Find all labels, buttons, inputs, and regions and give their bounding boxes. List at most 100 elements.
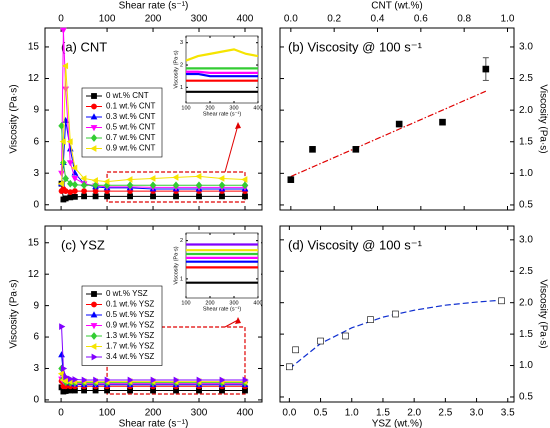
marker bbox=[242, 193, 248, 200]
marker bbox=[173, 376, 180, 384]
x-tick-label: 3.0 bbox=[470, 408, 484, 419]
y-axis-title: Viscosity (Pa·s) bbox=[173, 50, 179, 88]
marker bbox=[292, 346, 299, 354]
y-tick-label: 15 bbox=[28, 42, 40, 53]
marker bbox=[342, 332, 349, 340]
y-tick-label: 9 bbox=[33, 105, 39, 116]
x-tick-label: 1.5 bbox=[376, 408, 390, 419]
x-tick-label: 100 bbox=[181, 300, 190, 306]
y-tick-label: 3.0 bbox=[519, 42, 533, 53]
x-tick-label: 300 bbox=[191, 14, 208, 25]
marker bbox=[66, 160, 74, 167]
x-tick-label: 100 bbox=[181, 105, 190, 111]
marker bbox=[80, 181, 88, 190]
y-tick-label: 2 bbox=[180, 238, 183, 244]
x-tick-label: 200 bbox=[145, 408, 162, 419]
marker bbox=[59, 138, 66, 145]
marker bbox=[309, 146, 316, 153]
x-tick-label: 300 bbox=[191, 408, 208, 419]
y-axis-title: Viscosity (Pa·s) bbox=[9, 84, 20, 153]
legend-label: 0.9 wt.% CNT bbox=[106, 144, 155, 153]
marker bbox=[127, 193, 133, 200]
zoom-arrow bbox=[224, 319, 239, 328]
y-tick-label: 0 bbox=[33, 199, 39, 210]
y-tick-label: 1 bbox=[180, 85, 183, 91]
legend-label: 0.3 wt.% CNT bbox=[106, 112, 155, 121]
marker bbox=[81, 193, 87, 200]
marker bbox=[195, 181, 203, 190]
y-tick-label: 2 bbox=[180, 62, 183, 68]
marker bbox=[91, 301, 97, 308]
marker bbox=[149, 175, 156, 182]
inset-plot bbox=[186, 243, 258, 284]
x-tick-label: 1.0 bbox=[501, 14, 515, 25]
fit-line bbox=[288, 299, 502, 370]
x-tick-label: 2.0 bbox=[407, 408, 421, 419]
y-tick-label: 6 bbox=[33, 136, 39, 147]
panel-title: (d) Viscosity @ 100 s⁻¹ bbox=[288, 237, 423, 252]
marker bbox=[61, 365, 68, 372]
series-line bbox=[61, 65, 246, 184]
marker bbox=[81, 188, 87, 194]
x-tick-label: 400 bbox=[237, 408, 254, 419]
legend-label: 0.5 wt.% YSZ bbox=[106, 310, 154, 319]
y-tick-label: 12 bbox=[28, 269, 40, 280]
marker bbox=[90, 311, 98, 318]
marker bbox=[92, 193, 99, 200]
marker bbox=[71, 188, 78, 194]
marker bbox=[57, 180, 64, 188]
marker bbox=[90, 343, 97, 350]
legend-label: 0.1 wt.% YSZ bbox=[106, 300, 154, 309]
marker bbox=[91, 291, 97, 297]
x-tick-label: 0.4 bbox=[371, 14, 385, 25]
marker bbox=[219, 376, 226, 384]
marker bbox=[67, 179, 74, 188]
x-tick-label: 0.6 bbox=[414, 14, 428, 25]
x-tick-label: 300 bbox=[229, 105, 238, 111]
series-line bbox=[61, 120, 245, 190]
marker bbox=[90, 145, 97, 152]
x-tick-label: 0.8 bbox=[457, 14, 471, 25]
y-tick-label: 0 bbox=[33, 395, 39, 406]
marker bbox=[172, 174, 179, 181]
marker bbox=[150, 193, 156, 200]
marker bbox=[92, 181, 99, 190]
x-tick-label: 400 bbox=[253, 105, 262, 111]
marker bbox=[392, 310, 399, 318]
x-tick-label: 0 bbox=[58, 408, 64, 419]
panel-title: (c) YSZ bbox=[61, 237, 105, 252]
marker bbox=[91, 177, 98, 184]
x-axis-title: CNT (wt.%) bbox=[371, 1, 422, 12]
x-tick-label: 400 bbox=[237, 14, 254, 25]
series-line bbox=[61, 30, 245, 188]
marker bbox=[395, 120, 403, 128]
legend-label: 0.9 wt.% YSZ bbox=[106, 321, 154, 330]
marker bbox=[195, 172, 202, 180]
x-tick-label: 0 bbox=[58, 14, 64, 25]
marker bbox=[59, 323, 66, 330]
x-axis-title: Shear rate (s⁻¹) bbox=[119, 1, 189, 12]
x-axis-title: Shear rate (s⁻¹) bbox=[119, 419, 189, 428]
marker bbox=[71, 193, 78, 200]
y-axis-title: Viscosity (Pa·s) bbox=[9, 279, 20, 348]
y-tick-label: 3.0 bbox=[519, 234, 533, 245]
marker bbox=[104, 376, 111, 384]
x-tick-label: 400 bbox=[253, 300, 262, 306]
marker bbox=[60, 27, 67, 34]
x-axis-title: Shear rate (s⁻¹) bbox=[203, 306, 242, 312]
marker bbox=[149, 181, 157, 190]
marker bbox=[104, 193, 110, 200]
y-tick-label: 9 bbox=[33, 300, 39, 311]
x-tick-label: 100 bbox=[99, 408, 116, 419]
marker bbox=[218, 181, 226, 190]
marker bbox=[439, 118, 446, 126]
marker bbox=[93, 376, 100, 384]
inset-line bbox=[186, 70, 258, 74]
marker bbox=[172, 181, 180, 190]
inset-line bbox=[186, 48, 258, 62]
marker bbox=[90, 323, 98, 330]
marker bbox=[286, 363, 293, 371]
x-tick-label: 300 bbox=[229, 300, 238, 306]
marker bbox=[80, 175, 87, 182]
